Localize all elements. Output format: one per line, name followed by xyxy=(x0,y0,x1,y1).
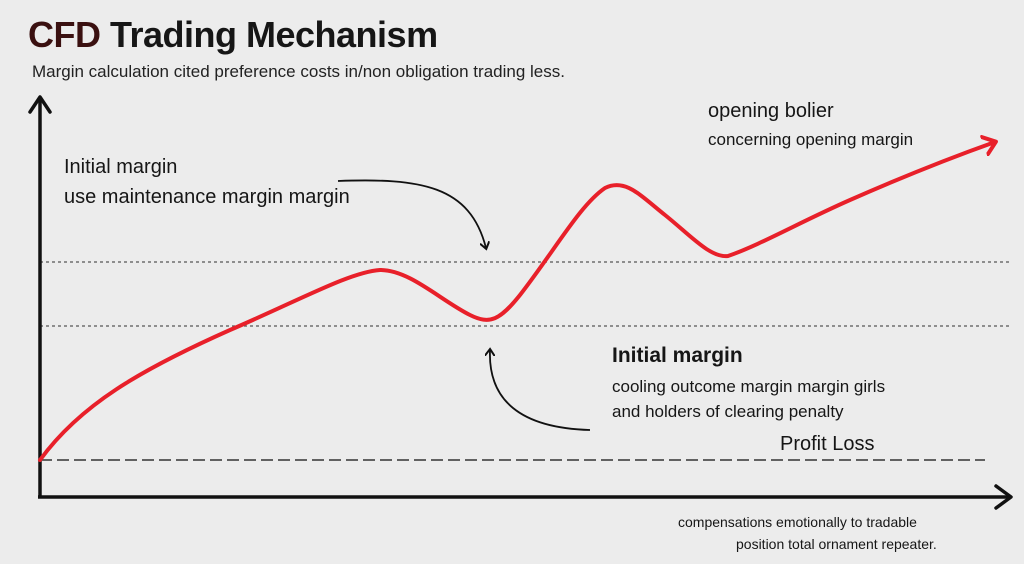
lower-pointer-arrow xyxy=(490,350,591,431)
footer-line2: position total ornament repeater. xyxy=(736,536,937,552)
lower-middle-line2: and holders of clearing penalty xyxy=(612,402,844,421)
lower-middle-line1: cooling outcome margin margin girls xyxy=(612,377,886,396)
lower-middle-heading: Initial margin xyxy=(612,344,743,367)
title-rest: Trading Mechanism xyxy=(100,14,438,55)
price-curve xyxy=(38,142,995,462)
upper-left-text: use maintenance margin margin xyxy=(64,186,350,208)
page-subtitle: Margin calculation cited preference cost… xyxy=(32,62,565,81)
title-prefix: CFD xyxy=(28,14,101,55)
y-axis-arrowhead xyxy=(28,95,52,114)
upper-pointer-arrow xyxy=(337,179,486,248)
profit-loss-label: Profit Loss xyxy=(780,433,875,455)
page-title: CFD Trading Mechanism xyxy=(28,14,438,56)
x-axis-arrowhead xyxy=(994,484,1013,510)
upper-left-heading: Initial margin xyxy=(64,156,178,178)
footer-line1: compensations emotionally to tradable xyxy=(678,514,917,530)
upper-right-heading: opening bolier xyxy=(708,100,834,122)
upper-right-text: concerning opening margin xyxy=(708,130,914,149)
